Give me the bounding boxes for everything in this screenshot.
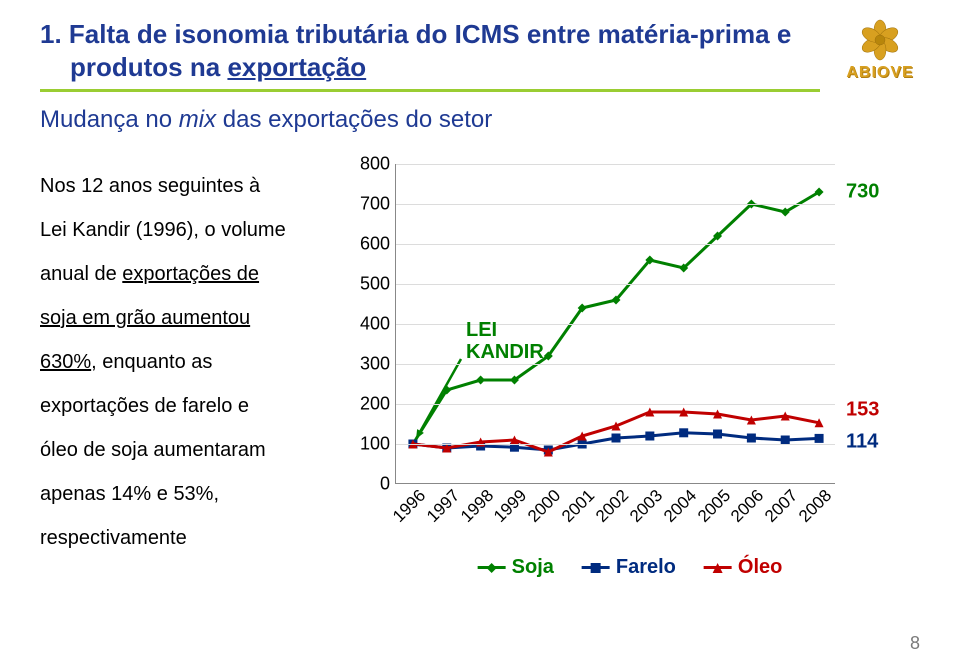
header: 1. Falta de isonomia tributária do ICMS … bbox=[40, 18, 920, 92]
chart-legend: Soja Farelo Óleo bbox=[478, 556, 783, 579]
y-tick-label: 700 bbox=[360, 194, 396, 215]
legend-label: Farelo bbox=[616, 556, 676, 579]
legend-swatch bbox=[704, 566, 732, 569]
body-paragraph: Nos 12 anos seguintes à Lei Kandir (1996… bbox=[40, 164, 340, 594]
gridline bbox=[396, 164, 835, 165]
legend-item-soja: Soja bbox=[478, 556, 554, 579]
export-index-chart: 0100200300400500600700800199619971998199… bbox=[340, 164, 920, 594]
series-marker bbox=[476, 376, 485, 385]
legend-item-farelo: Farelo bbox=[582, 556, 676, 579]
series-marker bbox=[679, 428, 688, 437]
title-underline bbox=[40, 89, 820, 92]
gridline bbox=[396, 444, 835, 445]
end-value-label: 153 bbox=[846, 399, 879, 422]
flower-icon bbox=[854, 18, 906, 62]
y-tick-label: 500 bbox=[360, 274, 396, 295]
series-marker bbox=[713, 430, 722, 439]
y-tick-label: 600 bbox=[360, 234, 396, 255]
plot-area: 0100200300400500600700800199619971998199… bbox=[395, 164, 835, 484]
end-value-label: 730 bbox=[846, 181, 879, 204]
triangle-icon bbox=[711, 561, 725, 575]
x-tick-label: 2008 bbox=[792, 483, 836, 527]
square-icon bbox=[589, 561, 603, 575]
page-title: 1. Falta de isonomia tributária do ICMS … bbox=[40, 18, 820, 83]
y-tick-label: 200 bbox=[360, 394, 396, 415]
series-marker bbox=[815, 434, 824, 443]
y-tick-label: 100 bbox=[360, 434, 396, 455]
page-number: 8 bbox=[910, 633, 920, 654]
legend-swatch bbox=[478, 566, 506, 569]
gridline bbox=[396, 404, 835, 405]
y-tick-label: 300 bbox=[360, 354, 396, 375]
series-marker bbox=[747, 434, 756, 443]
end-value-label: 114 bbox=[846, 431, 878, 454]
abiove-logo: ABIOVE bbox=[840, 18, 920, 82]
legend-swatch bbox=[582, 566, 610, 569]
content-row: Nos 12 anos seguintes à Lei Kandir (1996… bbox=[40, 164, 920, 594]
legend-item-óleo: Óleo bbox=[704, 556, 782, 579]
y-tick-label: 800 bbox=[360, 154, 396, 175]
lei-kandir-annotation: LEIKANDIR bbox=[466, 319, 544, 363]
annotation-l1: LEI bbox=[466, 319, 497, 341]
x-tick-label: 2004 bbox=[657, 483, 701, 527]
diamond-icon bbox=[485, 561, 499, 575]
title-line2-u: exportação bbox=[227, 52, 366, 82]
series-marker bbox=[612, 434, 621, 443]
title-line2-a: produtos na bbox=[70, 52, 227, 82]
gridline bbox=[396, 364, 835, 365]
annotation-arrow bbox=[416, 359, 461, 439]
title-block: 1. Falta de isonomia tributária do ICMS … bbox=[40, 18, 840, 92]
legend-label: Óleo bbox=[738, 556, 782, 579]
gridline bbox=[396, 244, 835, 245]
gridline bbox=[396, 204, 835, 205]
y-tick-label: 0 bbox=[380, 474, 396, 495]
legend-label: Soja bbox=[512, 556, 554, 579]
subtitle: Mudança no mix das exportações do setor bbox=[40, 106, 920, 134]
series-marker bbox=[645, 432, 654, 441]
logo-text: ABIOVE bbox=[840, 64, 920, 82]
title-line1: 1. Falta de isonomia tributária do ICMS … bbox=[40, 19, 791, 49]
gridline bbox=[396, 324, 835, 325]
y-tick-label: 400 bbox=[360, 314, 396, 335]
annotation-l2: KANDIR bbox=[466, 341, 544, 363]
series-line-soja bbox=[413, 192, 819, 444]
gridline bbox=[396, 284, 835, 285]
